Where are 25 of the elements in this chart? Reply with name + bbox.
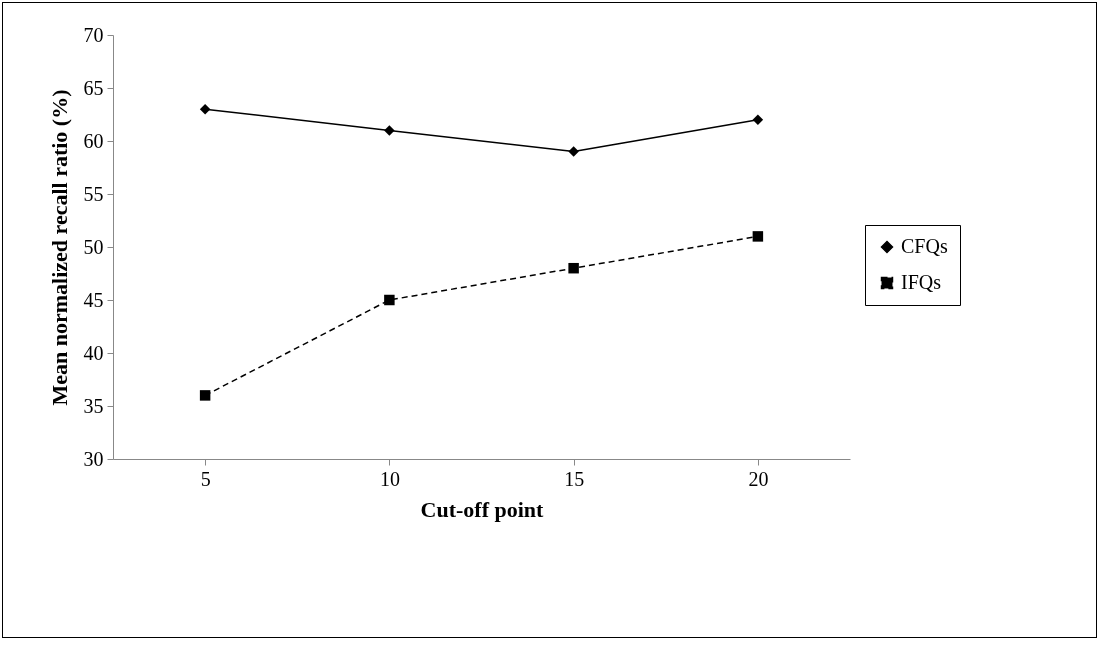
y-axis-title: Mean normalized recall ratio (%) — [46, 89, 72, 406]
y-tick-label: 50 — [83, 235, 104, 258]
legend-label: CFQs — [901, 235, 948, 257]
point — [752, 231, 764, 242]
point — [199, 103, 211, 115]
y-tick-label: 45 — [83, 288, 104, 311]
y-tick-label: 55 — [83, 182, 104, 205]
y-tick-label: 30 — [83, 447, 104, 470]
x-axis-title: Cut-off point — [420, 496, 545, 522]
y-tick-label: 65 — [83, 76, 104, 99]
point — [384, 125, 395, 136]
y-tick-label: 35 — [83, 394, 104, 417]
x-tick-label: 15 — [564, 467, 585, 490]
point — [199, 390, 211, 401]
point — [752, 114, 764, 126]
point — [568, 146, 579, 157]
legend-label: IFQs — [901, 271, 942, 293]
point — [384, 294, 395, 306]
y-tick-label: 40 — [83, 341, 104, 364]
point — [568, 262, 579, 274]
y-tick-label: 60 — [83, 129, 104, 152]
x-tick-label: 5 — [200, 467, 211, 490]
x-tick-label: 10 — [379, 467, 400, 490]
y-tick-label: 70 — [83, 23, 104, 46]
x-tick-label: 20 — [748, 467, 769, 490]
